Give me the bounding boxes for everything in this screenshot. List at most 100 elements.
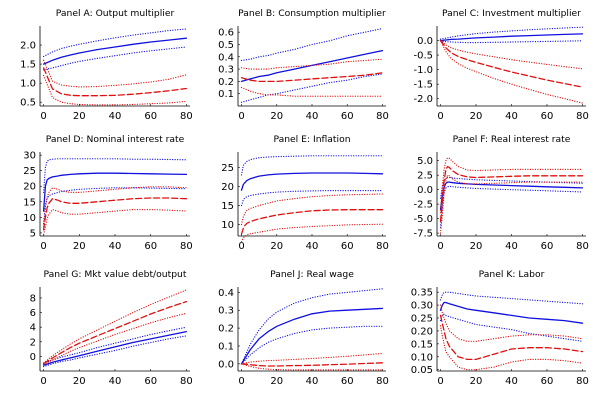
blue-dotted-series-line bbox=[439, 291, 584, 305]
red-dashed-series-line bbox=[439, 165, 584, 223]
y-tick-label: 5.0 bbox=[417, 156, 433, 167]
y-tick-label: 1.0 bbox=[20, 79, 36, 90]
blue-dotted-series-line bbox=[42, 28, 187, 58]
panel-4: Panel D: Nominal interest rate 0 20 40 60 80 5… bbox=[23, 134, 193, 252]
x-tick-label: 80 bbox=[376, 376, 389, 387]
y-tick-label: 20 bbox=[221, 182, 234, 193]
y-tick-label: 0.05 bbox=[411, 365, 433, 376]
panel-title: Panel C: Investment multiplier bbox=[442, 8, 581, 19]
y-tick-label: 20 bbox=[23, 182, 36, 193]
x-tick-label: 40 bbox=[109, 241, 122, 252]
x-tick-label: 20 bbox=[73, 111, 86, 122]
y-tick-label: 0.2 bbox=[218, 324, 234, 335]
red-dotted-series-line bbox=[42, 186, 187, 228]
blue-solid-series-line bbox=[439, 181, 584, 211]
red-dashed-series-line bbox=[42, 67, 188, 97]
panel-3: Panel C: Investment multiplier 0 20 40 60 80 -… bbox=[413, 8, 588, 122]
blue-dotted-series-line bbox=[439, 313, 584, 342]
panel-5: Panel E: Inflation 0 20 40 60 80 10 15 20 25 bbox=[221, 134, 389, 252]
red-dashed-series-line bbox=[439, 314, 584, 361]
x-tick-label: 20 bbox=[270, 241, 283, 252]
red-dotted-series-line bbox=[240, 363, 384, 371]
panel-title: Panel D: Nominal interest rate bbox=[46, 134, 185, 145]
y-tick-label: -5.0 bbox=[413, 214, 433, 225]
y-tick-label: -1.5 bbox=[413, 80, 433, 91]
y-tick-label: 25 bbox=[23, 166, 36, 177]
red-dotted-series-line bbox=[42, 74, 187, 106]
panel-title: Panel G: Mkt value debt/output bbox=[44, 269, 187, 280]
red-dotted-series-line bbox=[439, 325, 584, 371]
y-tick-label: 0 bbox=[30, 352, 36, 363]
x-tick-label: 40 bbox=[306, 241, 319, 252]
x-tick-label: 20 bbox=[470, 376, 483, 387]
y-tick-label: 0.15 bbox=[411, 339, 433, 350]
blue-dotted-series-line bbox=[439, 185, 584, 228]
blue-solid-series-line bbox=[240, 49, 384, 83]
blue-solid-series-line bbox=[439, 33, 584, 42]
red-dashed-series-line bbox=[42, 197, 188, 231]
y-tick-label: -2.5 bbox=[413, 200, 433, 211]
x-tick-label: 40 bbox=[505, 241, 518, 252]
x-tick-label: 0 bbox=[437, 376, 443, 387]
x-tick-label: 0 bbox=[40, 376, 46, 387]
panel-title: Panel J: Real wage bbox=[270, 269, 354, 280]
y-tick-label: 0.3 bbox=[218, 306, 234, 317]
y-tick-label: 2.0 bbox=[20, 41, 36, 52]
x-tick-label: 80 bbox=[576, 111, 589, 122]
red-dashed-series-line bbox=[42, 300, 188, 365]
y-tick-label: 4 bbox=[30, 323, 36, 334]
x-tick-label: 80 bbox=[376, 241, 389, 252]
panel-title: Panel B: Consumption multiplier bbox=[238, 8, 386, 19]
blue-dotted-series-line bbox=[240, 190, 384, 207]
red-dotted-series-line bbox=[42, 209, 187, 235]
blue-dotted-series-line bbox=[240, 73, 384, 103]
red-dotted-series-line bbox=[439, 304, 584, 342]
blue-dotted-series-line bbox=[439, 26, 584, 40]
panel-6: Panel F: Real interest rate 0 20 40 60 80 -7.5… bbox=[413, 134, 588, 252]
blue-solid-series-line bbox=[42, 330, 188, 366]
x-tick-label: 40 bbox=[505, 376, 518, 387]
y-tick-label: 15 bbox=[23, 197, 36, 208]
panel-title: Panel F: Real interest rate bbox=[453, 134, 571, 145]
blue-solid-series-line bbox=[42, 37, 188, 65]
x-tick-label: 60 bbox=[341, 241, 354, 252]
red-dotted-series-line bbox=[240, 58, 384, 70]
y-tick-label: 0.3 bbox=[218, 65, 234, 76]
x-tick-label: 80 bbox=[376, 111, 389, 122]
red-dotted-series-line bbox=[42, 289, 187, 364]
x-tick-label: 60 bbox=[341, 111, 354, 122]
x-tick-label: 80 bbox=[180, 376, 193, 387]
y-tick-label: 0.20 bbox=[411, 326, 433, 337]
x-tick-label: 0 bbox=[238, 376, 244, 387]
x-tick-label: 0 bbox=[437, 111, 443, 122]
red-dotted-series-line bbox=[439, 157, 584, 214]
x-tick-label: 60 bbox=[541, 111, 554, 122]
panel-title: Panel K: Labor bbox=[479, 269, 545, 280]
y-tick-label: 8 bbox=[30, 293, 36, 304]
y-tick-label: 5 bbox=[30, 228, 36, 239]
y-tick-label: 10 bbox=[221, 220, 234, 231]
y-tick-label: 0.4 bbox=[218, 288, 234, 299]
y-tick-label: 0.5 bbox=[20, 98, 36, 109]
blue-dotted-series-line bbox=[42, 326, 187, 364]
y-tick-label: 0.30 bbox=[411, 301, 433, 312]
blue-dotted-series-line bbox=[240, 155, 384, 176]
red-dashed-series-line bbox=[240, 362, 384, 367]
panel-1: Panel A: Output multiplier 0 20 40 60 80 0.5 1.… bbox=[20, 8, 193, 122]
blue-dotted-series-line bbox=[240, 325, 384, 365]
y-tick-label: 0.6 bbox=[218, 28, 234, 39]
x-tick-label: 40 bbox=[306, 376, 319, 387]
y-tick-label: 0.2 bbox=[218, 77, 234, 88]
x-tick-label: 20 bbox=[270, 111, 283, 122]
x-tick-label: 0 bbox=[40, 111, 46, 122]
x-tick-label: 0 bbox=[238, 241, 244, 252]
y-tick-label: -1.0 bbox=[413, 65, 433, 76]
red-dotted-series-line bbox=[240, 86, 384, 97]
x-tick-label: 60 bbox=[144, 241, 157, 252]
x-tick-label: 20 bbox=[270, 376, 283, 387]
x-tick-label: 20 bbox=[73, 241, 86, 252]
blue-dotted-series-line bbox=[42, 46, 187, 71]
red-dotted-series-line bbox=[240, 193, 384, 226]
y-tick-label: -0.5 bbox=[413, 51, 433, 62]
